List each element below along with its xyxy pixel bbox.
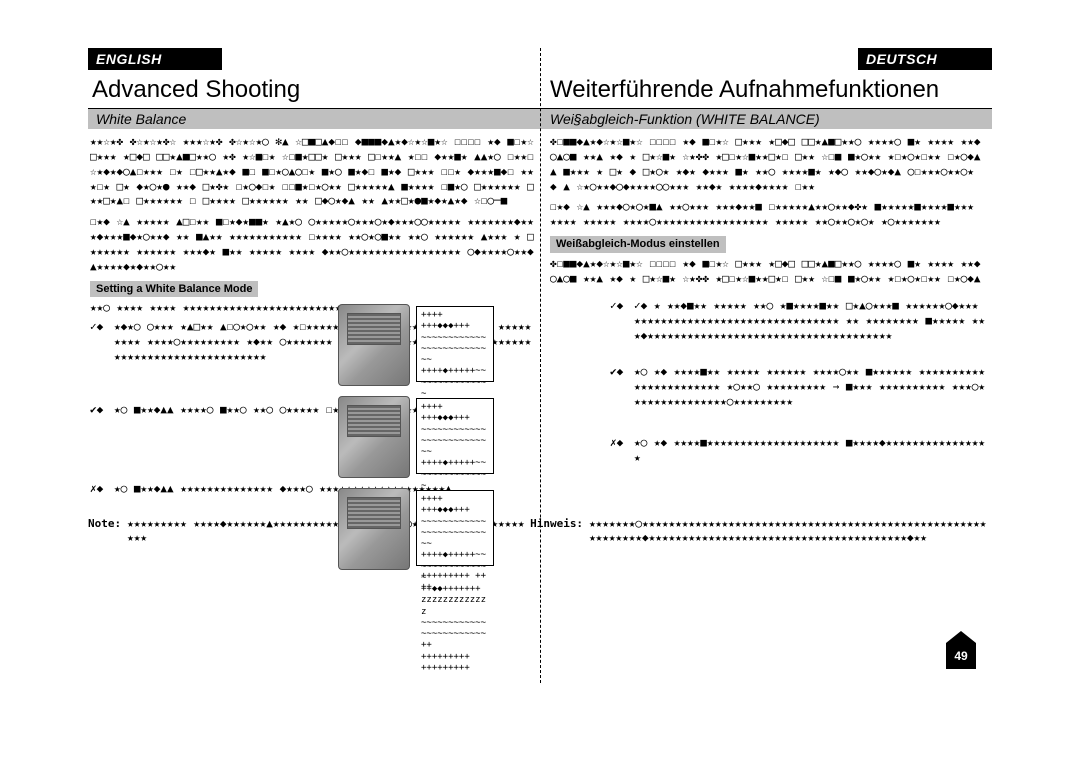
camera-body-icon: [338, 304, 410, 386]
subtitle-deutsch: Wei§abgleich-Funktion (WHITE BALANCE): [540, 109, 992, 129]
column-deutsch: ✤☐■■◆▲★◆☆★☆■★☆ ☐☐☐☐ ★◆ ■☐★☆ □★★★ ★□◆□ □□…: [540, 129, 992, 501]
title-deutsch: Weiterführende Aufnahmefunktionen: [540, 70, 992, 109]
page-number: 49: [954, 649, 967, 663]
step-3-text-de: ★◯ ★◆ ★★★★■★★★★★★★★★★★★★★★★★★★★ ■★★★★◆★★…: [634, 436, 986, 466]
note-text-de: ★★★★★★★◯★★★★★★★★★★★★★★★★★★★★★★★★★★★★★★★★…: [589, 517, 992, 547]
step-2-num: ✔◆: [90, 403, 108, 418]
content-columns: ★★☆★✤ ✤☆★☆★✤☆ ★★★☆★✤ ✤☆★☆★◯ ✻▲ ☆□■□▲◆☐☐ …: [88, 129, 992, 501]
step-3-num-de: ✗◆: [610, 436, 628, 466]
camera-illustration-3: ++++ +++◆◆◆+++ ~~~~~~~~~~~~~~~~~~~~~~~~~…: [330, 484, 500, 572]
camera-lcd-3: ++++ +++◆◆◆+++ ~~~~~~~~~~~~~~~~~~~~~~~~~…: [416, 490, 494, 566]
intro2-text-de: ✤☐■■◆▲★◆☆★☆■★☆ ☐☐☐☐ ★◆ ■☐★☆ □★★★ ★□◆□ □□…: [550, 257, 986, 285]
camera-body-icon: [338, 396, 410, 478]
step-2-de: ✔◆ ★◯ ★◆ ★★★★■★★ ★★★★★ ★★★★★★ ★★★★◯★★ ■★…: [550, 365, 986, 410]
note-label-en: Note:: [88, 517, 127, 547]
camera-body-icon: [338, 488, 410, 570]
section-label-en: Setting a White Balance Mode: [90, 281, 258, 298]
lang-label-deutsch: DEUTSCH: [858, 48, 992, 70]
step-3-de: ✗◆ ★◯ ★◆ ★★★★■★★★★★★★★★★★★★★★★★★★★ ■★★★★…: [550, 436, 986, 466]
intro-text-en: ★★☆★✤ ✤☆★☆★✤☆ ★★★☆★✤ ✤☆★☆★◯ ✻▲ ☆□■□▲◆☐☐ …: [90, 135, 534, 209]
step-2-text-de: ★◯ ★◆ ★★★★■★★ ★★★★★ ★★★★★★ ★★★★◯★★ ■★★★★…: [634, 365, 986, 410]
body-text-en-1: ☐★◆ ☆▲ ★★★★★ ▲□☐★★ ■☐★◆★■■★ ★▲★◯ ◯★★★★★◯…: [90, 215, 534, 274]
subtitle-english: White Balance: [88, 109, 540, 129]
step-1-text-de: ✓◆ ★ ★★◆■★★ ★★★★★ ★★◯ ★■★★★★■★★ □★▲◯★★★■…: [634, 299, 986, 344]
note-label-de: Hinweis:: [530, 517, 589, 547]
camera-illustration-1: ++++ +++◆◆◆+++ ~~~~~~~~~~~~~~~~~~~~~~~~~…: [330, 300, 500, 388]
camera-illustrations: ++++ +++◆◆◆+++ ~~~~~~~~~~~~~~~~~~~~~~~~~…: [330, 300, 500, 572]
camera-illustration-2: ++++ +++◆◆◆+++ ~~~~~~~~~~~~~~~~~~~~~~~~~…: [330, 392, 500, 480]
section-label-de: Weißabgleich-Modus einstellen: [550, 236, 726, 253]
camera-lcd-1: ++++ +++◆◆◆+++ ~~~~~~~~~~~~~~~~~~~~~~~~~…: [416, 306, 494, 382]
body-text-de-1: ☐★◆ ☆▲ ★★★◆◯★◯★■▲ ★★◯★★★ ★★★◆★★■ ☐★★★★★▲…: [550, 200, 986, 230]
page-number-badge: 49: [946, 643, 976, 669]
step-1-num: ✓◆: [90, 320, 108, 365]
intro-text-de: ✤☐■■◆▲★◆☆★☆■★☆ ☐☐☐☐ ★◆ ■☐★☆ □★★★ ★□◆□ □□…: [550, 135, 986, 194]
step-1-de: ✓◆ ✓◆ ★ ★★◆■★★ ★★★★★ ★★◯ ★■★★★★■★★ □★▲◯★…: [550, 299, 986, 344]
title-english: Advanced Shooting: [88, 70, 540, 109]
camera-lcd-2: ++++ +++◆◆◆+++ ~~~~~~~~~~~~~~~~~~~~~~~~~…: [416, 398, 494, 474]
step-2-num-de: ✔◆: [610, 365, 628, 410]
lang-label-english: ENGLISH: [88, 48, 222, 70]
step-3-num: ✗◆: [90, 482, 108, 497]
step-1-num-de: ✓◆: [610, 299, 628, 344]
manual-page: ENGLISH DEUTSCH Advanced Shooting Weiter…: [0, 0, 1080, 763]
